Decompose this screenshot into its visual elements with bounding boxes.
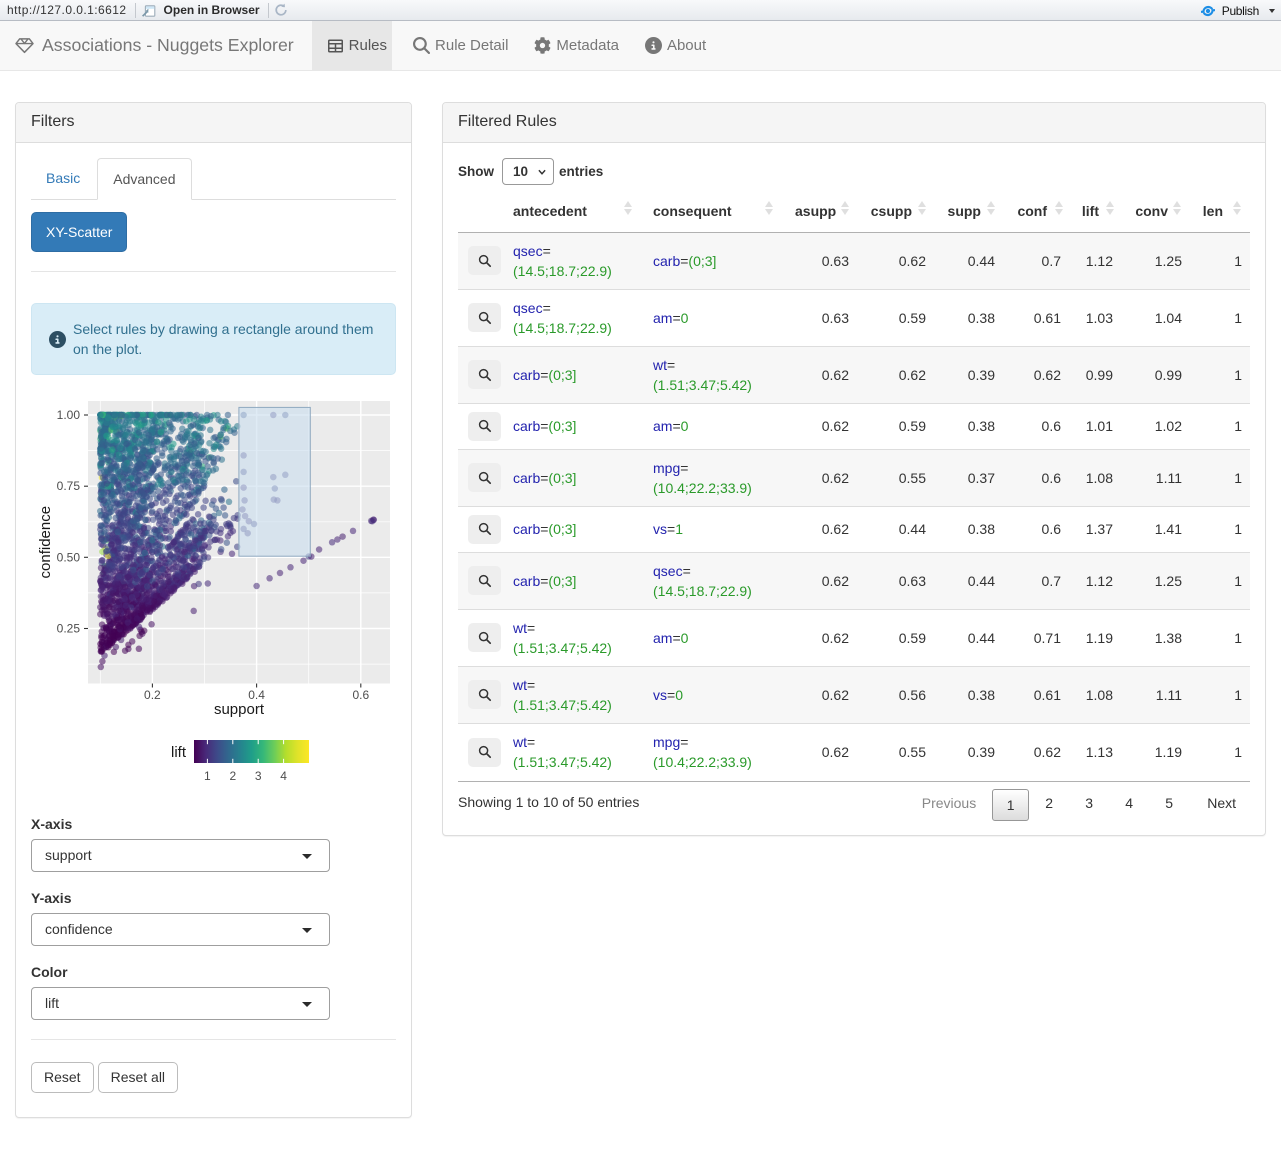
svg-text:0.25: 0.25: [57, 622, 81, 636]
svg-text:2: 2: [229, 769, 236, 783]
svg-text:0.4: 0.4: [248, 688, 265, 702]
svg-text:0.2: 0.2: [144, 688, 161, 702]
svg-text:4: 4: [280, 769, 287, 783]
svg-text:lift: lift: [171, 744, 187, 761]
svg-text:0.75: 0.75: [57, 479, 81, 493]
svg-text:0.50: 0.50: [57, 550, 81, 564]
svg-text:confidence: confidence: [37, 506, 54, 579]
svg-text:0.6: 0.6: [352, 688, 369, 702]
svg-text:3: 3: [255, 769, 262, 783]
svg-text:support: support: [214, 701, 265, 718]
svg-text:1.00: 1.00: [57, 408, 81, 422]
svg-text:1: 1: [204, 769, 211, 783]
